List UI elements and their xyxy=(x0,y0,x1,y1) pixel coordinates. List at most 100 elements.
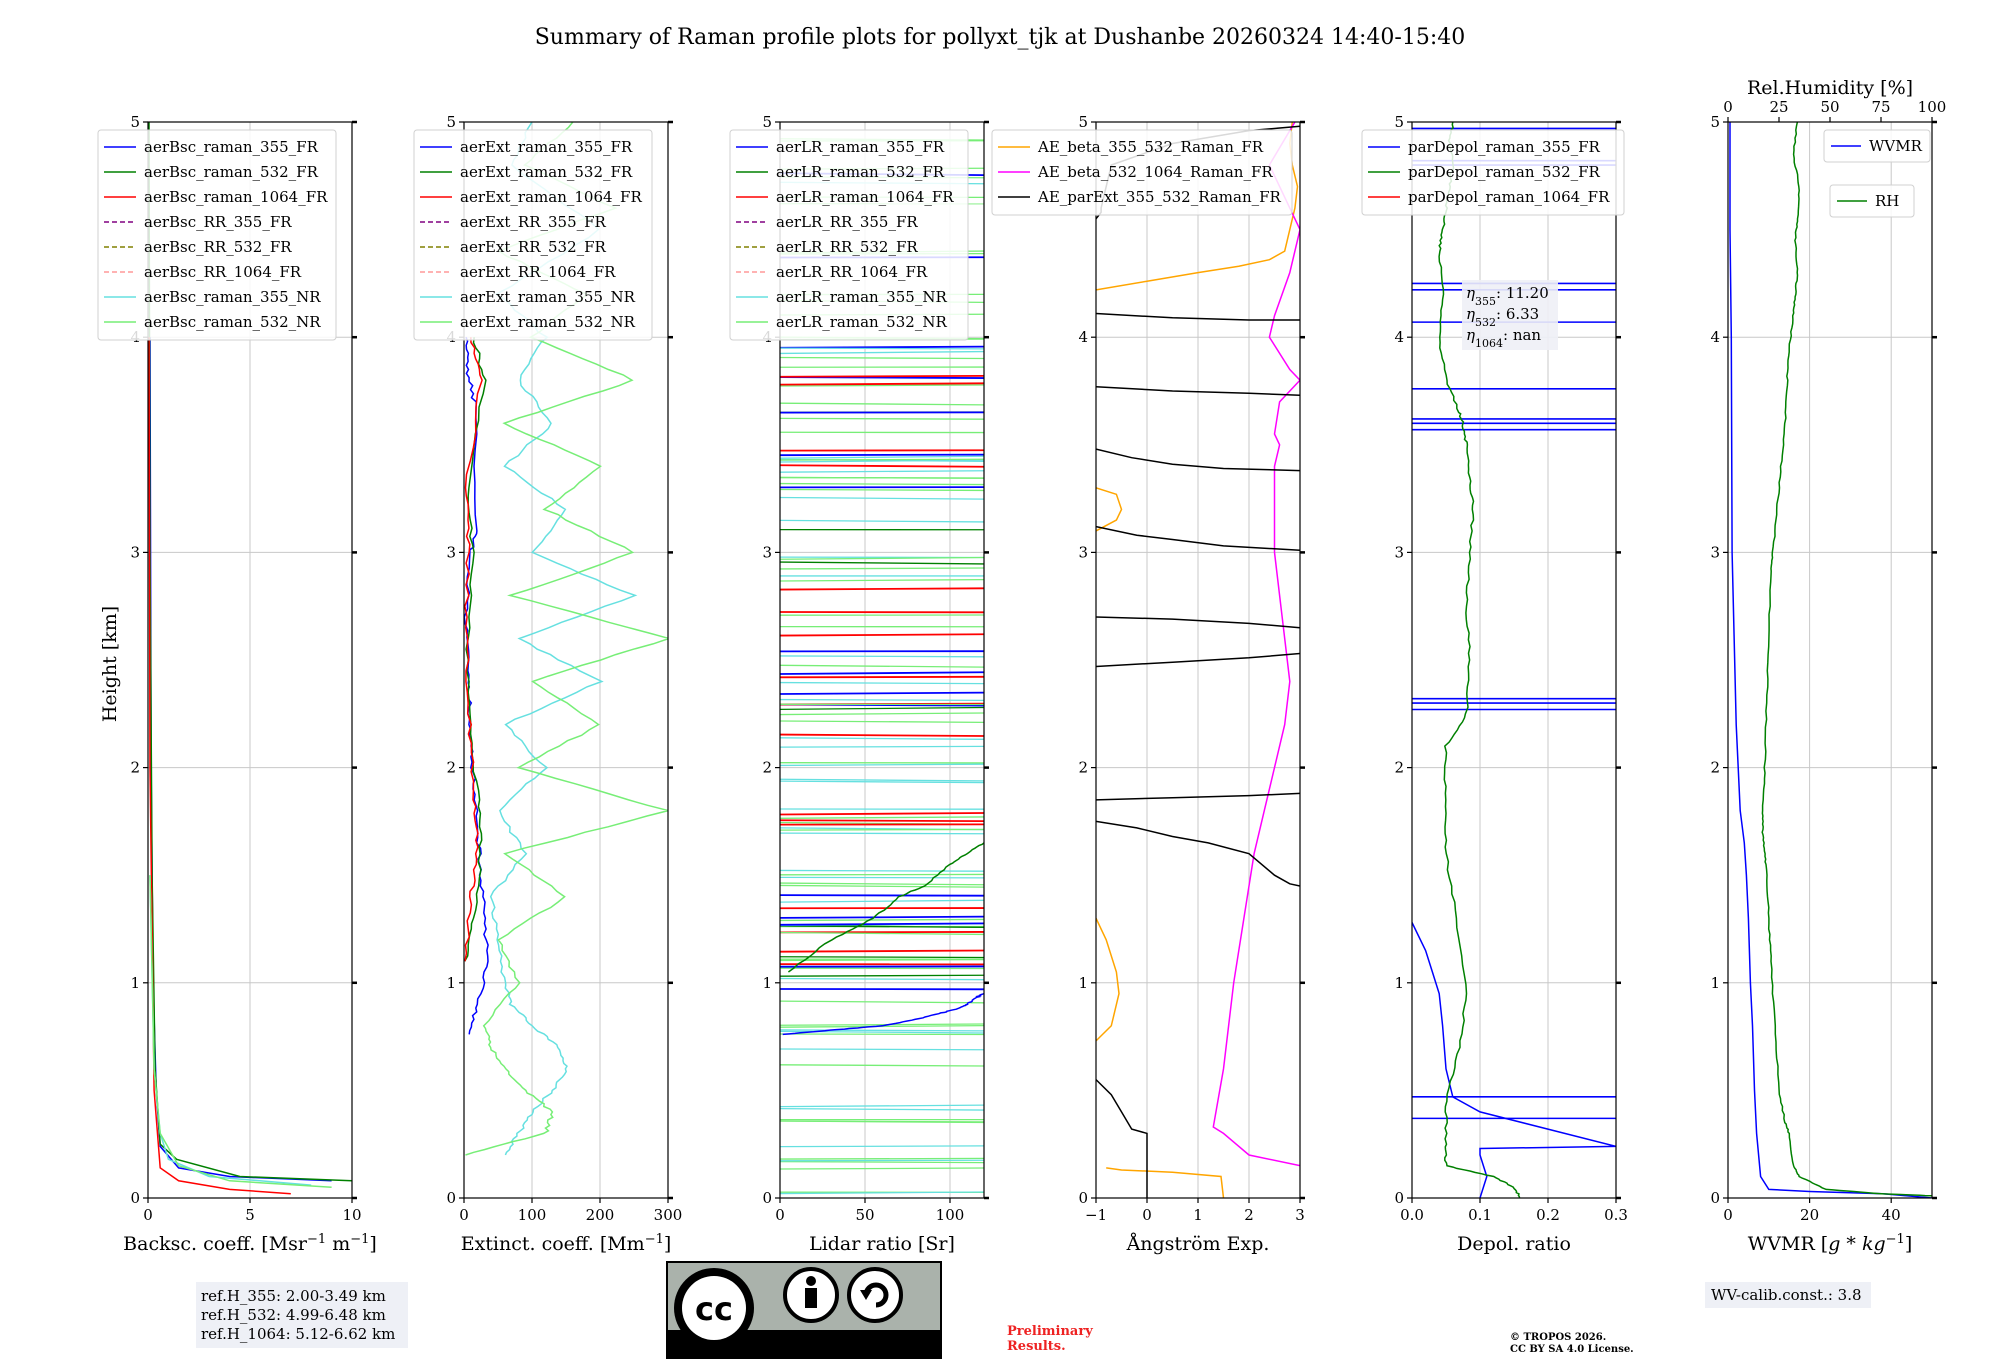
legend-label: RH xyxy=(1875,192,1899,210)
legend-label: aerExt_RR_1064_FR xyxy=(460,263,616,281)
cc-by-label: BY xyxy=(797,1333,826,1357)
noise-streak xyxy=(780,458,984,461)
noise-streak xyxy=(780,1029,984,1032)
y-tick-label: 0 xyxy=(130,1189,140,1207)
x-tick-label: 0.3 xyxy=(1604,1206,1628,1224)
legend-label: aerLR_raman_532_FR xyxy=(776,163,945,181)
series-aerExt_raman_355_FR xyxy=(464,336,489,1035)
x-tick-label: 0.2 xyxy=(1536,1206,1560,1224)
axes-frame-extinction xyxy=(463,121,669,1199)
x-tick-label: −1 xyxy=(1085,1206,1107,1224)
legend-label: parDepol_raman_355_FR xyxy=(1408,138,1601,156)
y-tick-label: 0 xyxy=(1710,1189,1720,1207)
series-parDepol_raman_532_FR xyxy=(1438,122,1521,1198)
legend-label: aerLR_RR_532_FR xyxy=(776,238,918,256)
cc-icon xyxy=(682,1276,746,1340)
series-AE_beta_355_532_Raman_FR-seg2 xyxy=(1096,917,1120,1042)
y-tick-label: 4 xyxy=(1394,328,1404,346)
x-tick-label: 5 xyxy=(245,1206,255,1224)
legend-label: aerExt_raman_532_FR xyxy=(460,163,633,181)
x-tick-label: 0 xyxy=(459,1206,469,1224)
noise-streak xyxy=(780,816,984,819)
noise-streak xyxy=(780,780,984,784)
series-AE_beta_355_532_Raman_FR-seg1 xyxy=(1106,1167,1225,1198)
x-tick-label: 1 xyxy=(1193,1206,1203,1224)
x-axis-label-part: m xyxy=(326,1233,350,1255)
noise-streak xyxy=(780,712,984,716)
share-alike-arrowhead xyxy=(860,1290,872,1300)
x-tick-label: 0 xyxy=(1723,1206,1733,1224)
legend-lidar_ratio: aerLR_raman_355_FR aerLR_raman_532_FR aerL… xyxy=(729,129,969,341)
noise-streak xyxy=(780,882,984,886)
legend-box xyxy=(1829,184,1915,218)
x-tick-label: 0.1 xyxy=(1468,1206,1492,1224)
y-tick-label: 1 xyxy=(130,974,140,992)
series-AE_parExt_355_532_Raman_FR-seg3 xyxy=(1096,792,1300,801)
series-WVMR xyxy=(1729,122,1932,1198)
cc-license-badge[interactable]: cc BY SA xyxy=(666,1261,942,1359)
legend-label: aerBsc_RR_355_FR xyxy=(144,213,292,231)
series-AE_parExt_355_532_Raman_FR-seg1 xyxy=(1096,1079,1148,1198)
x-tick-label: 300 xyxy=(654,1206,683,1224)
eta-symbol: η xyxy=(1466,326,1475,344)
y-tick-label: 2 xyxy=(1394,759,1404,777)
y-tick-label: 0 xyxy=(1394,1189,1404,1207)
noise-streak xyxy=(780,733,984,737)
noise-streak xyxy=(780,374,984,378)
x-axis-label-wvmr: WVMR [g * kg−1] xyxy=(1748,1232,1912,1256)
noise-traces-depol xyxy=(1412,127,1616,1120)
noise-streak xyxy=(780,745,984,748)
noise-streak xyxy=(780,691,984,695)
x-axis-label-part: Lidar ratio [Sr] xyxy=(809,1233,955,1255)
axes-frame-lidar_ratio xyxy=(779,121,985,1199)
y-tick-label: 2 xyxy=(130,759,140,777)
noise-streak xyxy=(780,561,984,565)
noise-streak xyxy=(780,894,984,897)
noise-streak xyxy=(780,1167,984,1170)
y-tick-label: 0 xyxy=(762,1189,772,1207)
x-axis-label-part: WVMR [ xyxy=(1748,1233,1828,1255)
noise-streak xyxy=(780,778,984,782)
noise-streak xyxy=(780,918,984,922)
legend-label: AE_beta_532_1064_Raman_FR xyxy=(1037,163,1273,181)
series-aerBsc_raman_1064_FR xyxy=(148,337,291,1195)
legend-label: aerBsc_raman_1064_FR xyxy=(144,188,328,206)
series-AE_parExt_355_532_Raman_FR-seg9 xyxy=(1096,312,1300,321)
legend-label: AE_parExt_355_532_Raman_FR xyxy=(1037,188,1282,206)
noise-streak xyxy=(780,664,984,668)
y-tick-label: 1 xyxy=(1710,974,1720,992)
ref-heights-box: ref.H_355: 2.00-3.49 km ref.H_532: 4.99-… xyxy=(196,1282,408,1348)
plot-area-backscatter xyxy=(148,122,352,1195)
legend-angstrom: AE_beta_355_532_Raman_FR AE_beta_532_1064… xyxy=(991,129,1293,216)
noise-streak xyxy=(780,1191,984,1195)
noise-streak xyxy=(780,417,984,420)
x-axis-label-depol: Depol. ratio xyxy=(1457,1233,1571,1255)
noise-streak xyxy=(780,1145,984,1148)
series-AE_parExt_355_532_Raman_FR-seg4 xyxy=(1096,652,1300,668)
x-tick-label: 20 xyxy=(1800,1206,1819,1224)
noise-streak xyxy=(780,384,984,387)
noise-streak xyxy=(780,1048,984,1051)
noise-streak xyxy=(780,464,984,468)
noise-streak xyxy=(780,556,984,560)
legend-label: aerLR_raman_355_FR xyxy=(776,138,945,156)
legend-label: aerBsc_raman_532_NR xyxy=(144,313,321,331)
y-tick-label: 5 xyxy=(446,113,456,131)
legend-box xyxy=(97,129,337,341)
legend-label: aerBsc_RR_1064_FR xyxy=(144,263,302,281)
y-tick-label: 1 xyxy=(1078,974,1088,992)
x-axis-label-angstrom: Ångström Exp. xyxy=(1126,1233,1270,1255)
y-tick-label: 5 xyxy=(1078,113,1088,131)
eta-line: η355: 11.20 xyxy=(1466,284,1549,308)
series-aerLR_raman_355_FR xyxy=(782,992,984,1036)
noise-streak xyxy=(780,402,984,406)
copyright-line-2: CC BY SA 4.0 License. xyxy=(1510,1344,1634,1355)
noise-streak xyxy=(780,706,984,711)
noise-streak xyxy=(780,567,984,570)
legend-backscatter: aerBsc_raman_355_FR aerBsc_raman_532_FRae… xyxy=(97,129,337,341)
series-aerLR_raman_532_FR xyxy=(787,842,984,973)
cc-icon-text: cc xyxy=(695,1290,733,1328)
y-tick-label: 0 xyxy=(446,1189,456,1207)
noise-streak xyxy=(780,915,984,919)
legend-box xyxy=(729,129,969,341)
